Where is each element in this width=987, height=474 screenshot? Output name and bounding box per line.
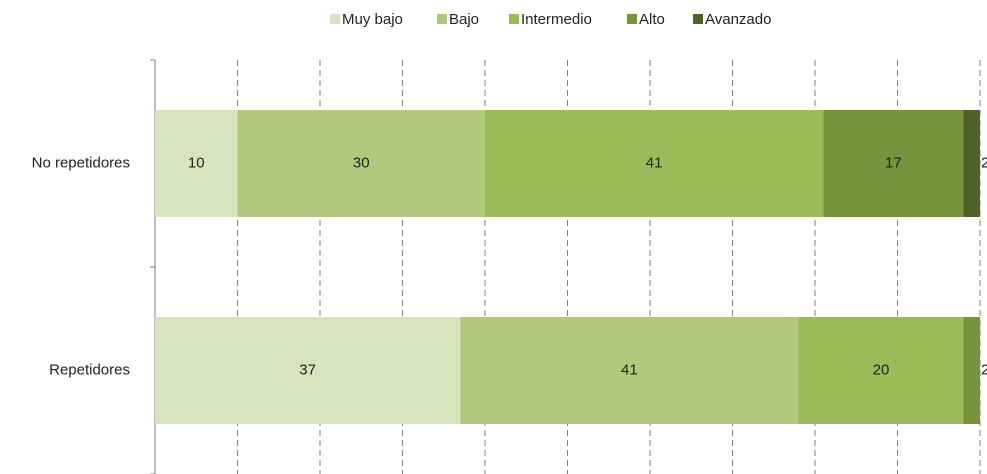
data-label: 17 xyxy=(885,154,902,171)
data-label: 41 xyxy=(646,154,663,171)
legend-label: Muy bajo xyxy=(342,11,403,28)
data-label: 2 xyxy=(981,154,987,171)
data-label: 10 xyxy=(188,154,205,171)
data-label: 41 xyxy=(621,361,638,378)
bar-segment xyxy=(823,110,964,217)
bar-segment xyxy=(155,317,461,424)
legend-swatch xyxy=(330,14,340,24)
data-label: 37 xyxy=(299,361,316,378)
bar-segment xyxy=(155,110,238,217)
data-label: 20 xyxy=(873,361,890,378)
bar-segment xyxy=(460,317,799,424)
legend-swatch xyxy=(437,14,447,24)
legend-label: Intermedio xyxy=(521,11,592,28)
legend-label: Avanzado xyxy=(705,11,771,28)
bar-segment xyxy=(237,110,485,217)
legend-label: Bajo xyxy=(449,11,479,28)
bar-segment xyxy=(485,110,824,217)
bar-segment xyxy=(798,317,964,424)
y-tick-label: No repetidores xyxy=(32,154,130,171)
data-label: 30 xyxy=(353,154,370,171)
legend-swatch xyxy=(509,14,519,24)
data-label: 2 xyxy=(981,361,987,378)
legend-label: Alto xyxy=(639,11,665,28)
legend-swatch xyxy=(693,14,703,24)
bar-segment xyxy=(963,317,980,424)
y-tick-label: Repetidores xyxy=(49,361,130,378)
bar-segment xyxy=(963,110,980,217)
legend-swatch xyxy=(627,14,637,24)
